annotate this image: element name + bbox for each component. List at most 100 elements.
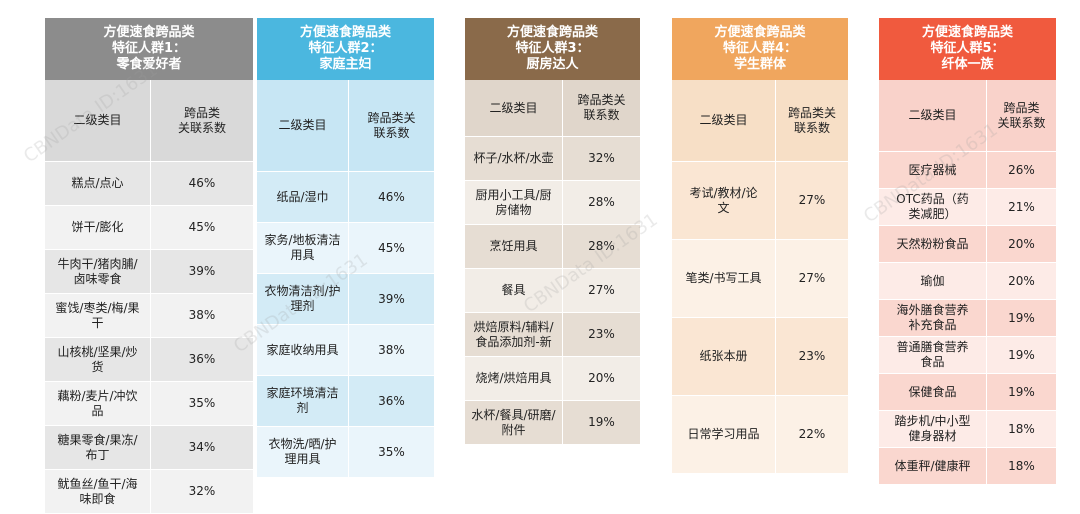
segment-panel-1: 方便速食跨品类 特征人群1： 零食爱好者 二级类目 跨品类 关联系数糕点/点心 46%… <box>45 18 253 514</box>
category-cell: 烘焙原料/辅料/食品添加剂-新 <box>465 313 563 356</box>
panel-title-line: 特征人群4： <box>722 41 798 56</box>
table-row: 牛肉干/猪肉脯/卤味零食 39% <box>45 250 253 294</box>
table-row: 饼干/膨化 45% <box>45 206 253 250</box>
category-cell: 牛肉干/猪肉脯/卤味零食 <box>45 250 151 293</box>
panel-title-line: 方便速食跨品类 <box>103 25 195 40</box>
category-cell: 纸张本册 <box>672 318 776 395</box>
panel-title-line: 特征人群5： <box>930 41 1005 56</box>
panel-title-line: 方便速食跨品类 <box>299 25 391 40</box>
coefficient-cell: 28% <box>588 195 615 209</box>
table-row: 踏步机/中小型 健身器材 18% <box>879 411 1056 448</box>
table-row: 家庭环境清洁剂 36% <box>257 376 434 427</box>
column-header-coefficient: 跨品类关联系数 <box>367 110 416 140</box>
coefficient-cell: 18% <box>1008 421 1035 436</box>
category-cell: 纸品/湿巾 <box>257 172 349 222</box>
coefficient-cell: 22% <box>798 427 826 441</box>
column-header-category: 二级类目 <box>257 80 349 171</box>
column-header-category: 二级类目 <box>465 80 563 136</box>
table-row: 衣物清洁剂/护 理剂 39% <box>257 274 434 325</box>
category-cell: 衣物清洁剂/护 理剂 <box>257 274 349 324</box>
category-cell: 瑜伽 <box>879 263 987 299</box>
panel-title-line: 家庭主妇 <box>319 57 372 72</box>
column-header-category: 二级类目 <box>672 80 776 161</box>
category-cell: 杯子/水杯/水壶 <box>465 137 563 180</box>
coefficient-cell: 26% <box>1008 162 1035 177</box>
panel-table: 二级类目 跨品类关 联系数 杯子/水杯/水壶 32% 厨用小工具/厨 房储物 28% 烹饪用具 2… <box>465 80 640 445</box>
table-row: 纸品/湿巾 46% <box>257 172 434 223</box>
coefficient-cell: 19% <box>1008 310 1035 325</box>
table-row: 糖果零食/果冻/布丁 34% <box>45 426 253 470</box>
category-cell: 藕粉/麦片/冲饮品 <box>45 382 151 425</box>
panel-title-line: 特征人群1： <box>111 41 187 56</box>
table-row: 餐具 27% <box>465 269 640 313</box>
panel-table: 二级类目 跨品类 关联系数 糕点/点心 46% 饼干/膨化 45% 牛肉干/猪肉脯/卤味零食 3… <box>45 80 253 514</box>
category-cell: 考试/教材/论文 <box>672 162 776 239</box>
panel-title-line: 方便速食跨品类 <box>506 25 598 40</box>
category-cell: 日常学习用品 <box>672 396 776 473</box>
coefficient-cell: 46% <box>378 189 405 204</box>
table-header-row: 二级类目跨品类关联系数 <box>879 80 1056 152</box>
table-row: 家庭收纳用具 38% <box>257 325 434 376</box>
column-header-category: 二级类目 <box>879 80 987 151</box>
category-cell: 海外膳食营养 补充食品 <box>879 300 987 336</box>
table-row: 糕点/点心 46% <box>45 162 253 206</box>
category-cell: 家庭收纳用具 <box>257 325 349 375</box>
coefficient-cell: 19% <box>1008 384 1035 399</box>
category-cell: 踏步机/中小型 健身器材 <box>879 411 987 447</box>
coefficient-cell: 27% <box>798 193 826 207</box>
category-cell: 糖果零食/果冻/布丁 <box>45 426 151 469</box>
table-row: 普通膳食营养 食品 19% <box>879 337 1056 374</box>
panel-title-line: 特征人群2： <box>308 41 383 56</box>
panel-header: 方便速食跨品类 特征人群3： 厨房达人 <box>465 18 640 80</box>
category-cell: 天然粉粉食品 <box>879 226 987 262</box>
category-cell: 家务/地板清洁 用具 <box>257 223 349 273</box>
category-cell: 鱿鱼丝/鱼干/海 味即食 <box>45 470 151 513</box>
panel-title-line: 零食爱好者 <box>116 57 182 72</box>
category-cell: 蜜饯/枣类/梅/果干 <box>45 294 151 337</box>
segment-panel-4: 方便速食跨品类 特征人群4： 学生群体 二级类目 跨品类关 联系数 考试/教材/论文 2… <box>672 18 848 474</box>
segment-panel-2: 方便速食跨品类 特征人群2： 家庭主妇 二级类目 跨品类关 联系数纸品/湿巾 46% 家… <box>257 18 434 478</box>
category-cell: 家庭环境清洁剂 <box>257 376 349 426</box>
coefficient-cell: 36% <box>188 352 216 366</box>
table-row: 日常学习用品 22% <box>672 396 848 474</box>
coefficient-cell: 38% <box>378 342 405 357</box>
panel-table: 二级类目 跨品类 关联系数 医疗器械 26% OTC药品（药 类减肥） 21% 天然粉粉食品 20… <box>879 80 1056 485</box>
panel-header: 方便速食跨品类 特征人群1： 零食爱好者 <box>45 18 253 80</box>
column-header-coefficient: 跨品类关联系数 <box>177 105 226 135</box>
table-row: OTC药品（药 类减肥） 21% <box>879 189 1056 226</box>
coefficient-cell: 19% <box>588 415 615 429</box>
panel-header: 方便速食跨品类 特征人群5： 纤体一族 <box>879 18 1056 80</box>
column-header-coefficient: 跨品类关联系数 <box>577 93 626 122</box>
panel-title-line: 学生群体 <box>733 57 786 72</box>
table-row: 烹饪用具 28% <box>465 225 640 269</box>
coefficient-cell: 21% <box>1008 199 1035 214</box>
category-cell: 厨用小工具/厨 房储物 <box>465 181 563 224</box>
category-cell: 餐具 <box>465 269 563 312</box>
column-header-coefficient: 跨品类关联系数 <box>997 100 1046 130</box>
panel-title-line: 厨房达人 <box>526 57 579 72</box>
panel-header: 方便速食跨品类 特征人群2： 家庭主妇 <box>257 18 434 80</box>
coefficient-cell: 45% <box>378 240 405 255</box>
panel-title-line: 特征人群3： <box>515 41 590 56</box>
coefficient-cell: 38% <box>188 308 216 322</box>
table-row: 笔类/书写工具 27% <box>672 240 848 318</box>
table-row: 鱿鱼丝/鱼干/海 味即食 32% <box>45 470 253 514</box>
coefficient-cell: 34% <box>188 440 216 454</box>
table-row: 家务/地板清洁 用具 45% <box>257 223 434 274</box>
table-row: 烧烤/烘焙用具 20% <box>465 357 640 401</box>
category-cell: 烹饪用具 <box>465 225 563 268</box>
table-row: 杯子/水杯/水壶 32% <box>465 137 640 181</box>
panel-header: 方便速食跨品类 特征人群4： 学生群体 <box>672 18 848 80</box>
panel-title-line: 方便速食跨品类 <box>714 25 806 40</box>
segment-panel-3: 方便速食跨品类 特征人群3： 厨房达人 二级类目 跨品类关 联系数杯子/水杯/水壶 3… <box>465 18 640 445</box>
table-row: 烘焙原料/辅料/食品添加剂-新 23% <box>465 313 640 357</box>
coefficient-cell: 35% <box>188 396 216 410</box>
coefficient-cell: 23% <box>588 327 615 341</box>
table-row: 蜜饯/枣类/梅/果干 38% <box>45 294 253 338</box>
table-row: 体重秤/健康秤 18% <box>879 448 1056 485</box>
table-row: 纸张本册 23% <box>672 318 848 396</box>
category-cell: 烧烤/烘焙用具 <box>465 357 563 400</box>
column-header-category: 二级类目 <box>45 80 151 161</box>
category-cell: 医疗器械 <box>879 152 987 188</box>
table-row: 海外膳食营养 补充食品 19% <box>879 300 1056 337</box>
